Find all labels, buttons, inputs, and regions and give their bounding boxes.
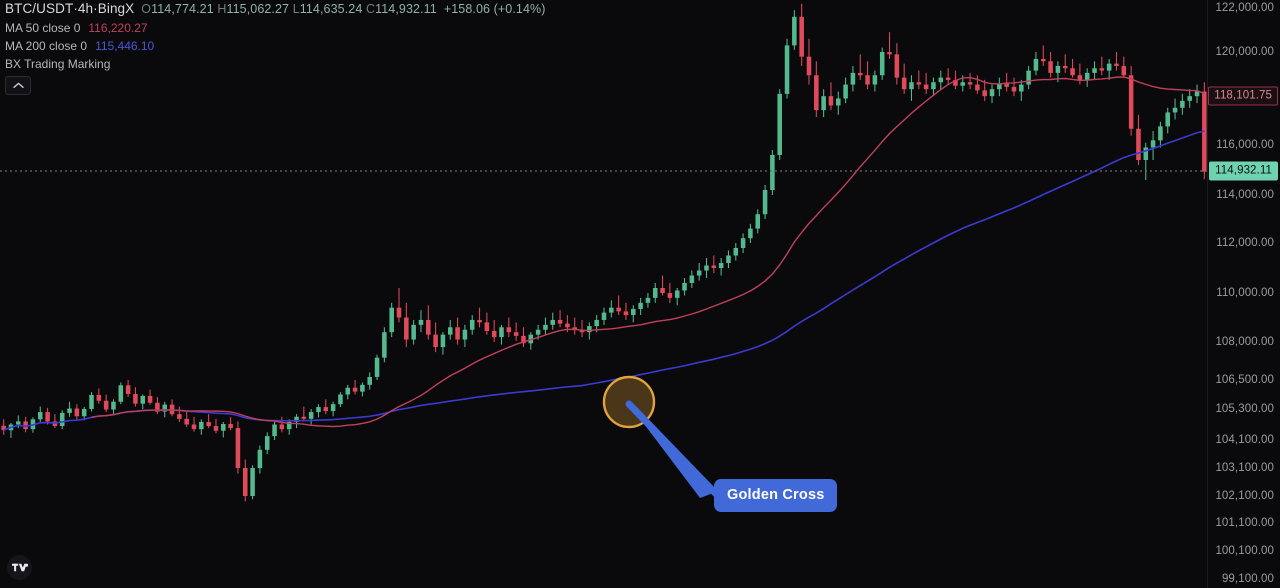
price-chart-canvas [0, 3, 1208, 502]
chart-pane[interactable]: BTC/USDT · 4h · BingX O114,774.21 H115,0… [0, 0, 1208, 588]
ma50-line [91, 76, 1205, 428]
chevron-up-icon[interactable] [5, 75, 31, 95]
tradingview-logo-glyph [11, 563, 28, 572]
candlesticks-layer [1, 3, 1207, 502]
ma50-price-badge[interactable]: 118,101.75 [1208, 86, 1278, 106]
golden-cross-callout-label[interactable]: Golden Cross [714, 479, 838, 512]
last-price-badge[interactable]: 114,932.11 [1209, 161, 1278, 181]
chevron-up-glyph [12, 82, 24, 88]
ma200-line [3, 130, 1205, 431]
axis-tick-11: 102,100.00 [1215, 490, 1274, 502]
axis-tick-5: 110,000.00 [1216, 287, 1274, 299]
axis-tick-0: 122,000.00 [1215, 2, 1274, 14]
axis-tick-14: 99,100.00 [1221, 573, 1274, 585]
axis-tick-2: 116,000.00 [1216, 139, 1274, 151]
axis-tick-13: 100,100.00 [1215, 545, 1274, 557]
axis-tick-6: 108,000.00 [1215, 336, 1274, 348]
axis-tick-10: 103,100.00 [1215, 462, 1274, 474]
price-axis[interactable]: 122,000.00 120,000.00 116,000.00 114,000.00… [1207, 0, 1280, 588]
axis-tick-7: 106,500.00 [1215, 374, 1274, 386]
axis-tick-9: 104,100.00 [1215, 434, 1274, 446]
axis-tick-12: 101,100.00 [1215, 517, 1274, 529]
axis-tick-3: 114,000.00 [1216, 189, 1274, 201]
golden-cross-arrow-stem [625, 400, 722, 500]
tradingview-logo[interactable] [7, 555, 32, 580]
axis-tick-4: 112,000.00 [1216, 237, 1274, 249]
axis-tick-1: 120,000.00 [1215, 46, 1274, 58]
axis-tick-8: 105,300.00 [1215, 403, 1274, 415]
